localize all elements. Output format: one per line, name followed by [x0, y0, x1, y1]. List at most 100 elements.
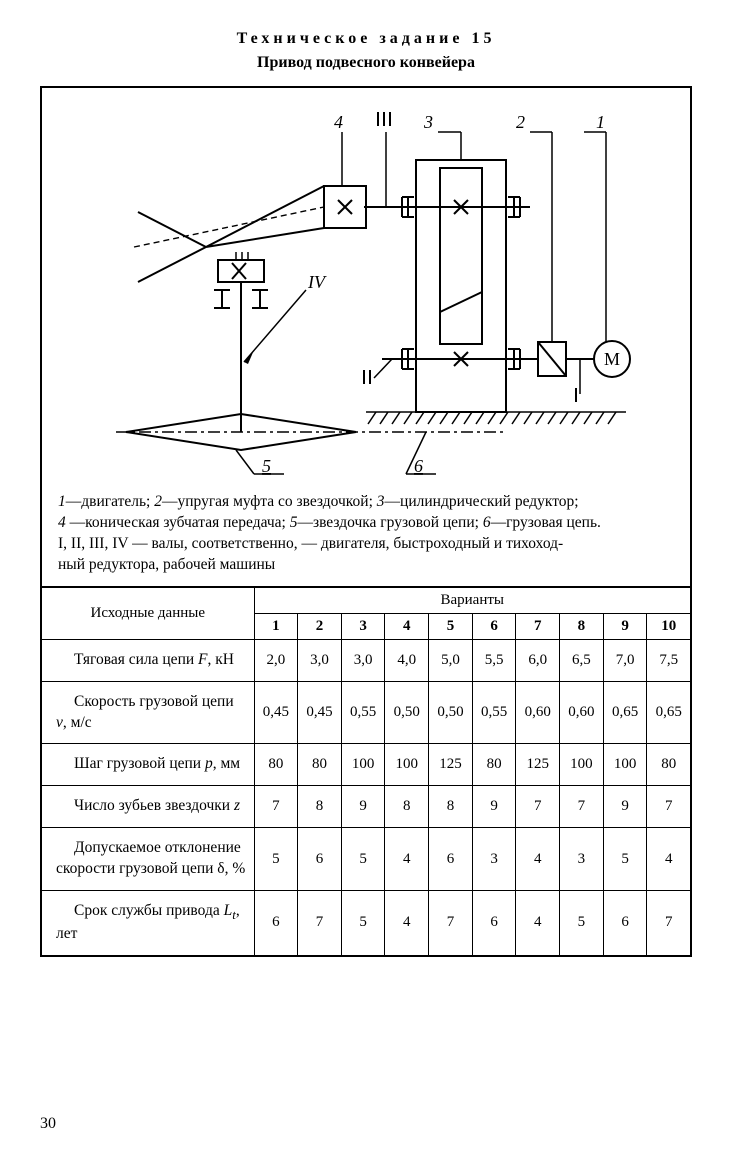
value-cell: 5	[560, 891, 604, 955]
value-cell: 8	[385, 786, 429, 828]
variant-col: 1	[254, 613, 298, 639]
value-cell: 80	[472, 744, 516, 786]
value-cell: 3,0	[341, 639, 385, 681]
value-cell: 3	[472, 828, 516, 891]
value-cell: 5,5	[472, 639, 516, 681]
value-cell: 7	[647, 891, 690, 955]
value-cell: 100	[385, 744, 429, 786]
value-cell: 5,0	[429, 639, 473, 681]
value-cell: 0,65	[603, 681, 647, 744]
svg-text:1: 1	[596, 112, 605, 132]
value-cell: 2,0	[254, 639, 298, 681]
variant-col: 2	[298, 613, 342, 639]
svg-text:4: 4	[334, 112, 343, 132]
variant-col: 3	[341, 613, 385, 639]
row-label: Допускаемое отклоне­ние скорости грузово…	[42, 828, 254, 891]
diagram-section: М 4	[42, 88, 690, 588]
value-cell: 0,50	[429, 681, 473, 744]
row-label: Шаг грузовой цепи p, мм	[42, 744, 254, 786]
value-cell: 4	[516, 891, 560, 955]
value-cell: 7,0	[603, 639, 647, 681]
row-label: Скорость грузовой цепи v, м/с	[42, 681, 254, 744]
variants-title: Варианты	[254, 588, 690, 614]
variant-col: 9	[603, 613, 647, 639]
value-cell: 7	[298, 891, 342, 955]
value-cell: 5	[603, 828, 647, 891]
task-heading: Техническое задание 15	[40, 30, 692, 48]
value-cell: 6	[298, 828, 342, 891]
value-cell: 7,5	[647, 639, 690, 681]
value-cell: 125	[516, 744, 560, 786]
value-cell: 3	[560, 828, 604, 891]
svg-text:2: 2	[516, 112, 525, 132]
svg-text:3: 3	[423, 112, 433, 132]
table-row: Тяговая сила цепи F, кН2,03,03,04,05,05,…	[42, 639, 690, 681]
value-cell: 4	[385, 828, 429, 891]
variant-col: 8	[560, 613, 604, 639]
row-label: Тяговая сила цепи F, кН	[42, 639, 254, 681]
value-cell: 3,0	[298, 639, 342, 681]
row-label: Срок службы привода Lt, лет	[42, 891, 254, 955]
value-cell: 100	[560, 744, 604, 786]
svg-text:М: М	[604, 349, 620, 369]
value-cell: 4,0	[385, 639, 429, 681]
value-cell: 4	[385, 891, 429, 955]
value-cell: 6	[254, 891, 298, 955]
value-cell: 7	[516, 786, 560, 828]
table-row: Скорость грузовой цепи v, м/с0,450,450,5…	[42, 681, 690, 744]
value-cell: 0,45	[254, 681, 298, 744]
value-cell: 80	[298, 744, 342, 786]
kinematic-diagram: М 4	[86, 102, 646, 482]
value-cell: 5	[254, 828, 298, 891]
diagram-caption: 1—двигатель; 2—упругая муфта со звездочк…	[58, 492, 674, 576]
value-cell: 6,5	[560, 639, 604, 681]
svg-text:6: 6	[414, 456, 423, 476]
table-row: Число зубьев звездочки z7898897797	[42, 786, 690, 828]
value-cell: 0,55	[341, 681, 385, 744]
value-cell: 9	[341, 786, 385, 828]
variant-col: 10	[647, 613, 690, 639]
variant-col: 5	[429, 613, 473, 639]
value-cell: 80	[254, 744, 298, 786]
value-cell: 5	[341, 828, 385, 891]
variant-col: 4	[385, 613, 429, 639]
value-cell: 80	[647, 744, 690, 786]
value-cell: 4	[647, 828, 690, 891]
value-cell: 0,60	[516, 681, 560, 744]
variant-col: 6	[472, 613, 516, 639]
value-cell: 8	[298, 786, 342, 828]
svg-text:IV: IV	[307, 272, 327, 292]
value-cell: 0,65	[647, 681, 690, 744]
page-number: 30	[40, 1115, 56, 1133]
value-cell: 6,0	[516, 639, 560, 681]
value-cell: 6	[472, 891, 516, 955]
variant-col: 7	[516, 613, 560, 639]
value-cell: 8	[429, 786, 473, 828]
value-cell: 100	[603, 744, 647, 786]
value-cell: 5	[341, 891, 385, 955]
row-label: Число зубьев звездочки z	[42, 786, 254, 828]
value-cell: 9	[603, 786, 647, 828]
table-row: Срок службы привода Lt, лет6754764567	[42, 891, 690, 955]
value-cell: 0,60	[560, 681, 604, 744]
value-cell: 4	[516, 828, 560, 891]
value-cell: 6	[429, 828, 473, 891]
table-row: Шаг грузовой цепи p, мм80801001001258012…	[42, 744, 690, 786]
value-cell: 9	[472, 786, 516, 828]
value-cell: 7	[429, 891, 473, 955]
value-cell: 7	[647, 786, 690, 828]
table-row: Допускаемое отклоне­ние скорости грузово…	[42, 828, 690, 891]
content-frame: М 4	[40, 86, 692, 957]
variants-table: Исходные данные Варианты 12345678910 Тяг…	[42, 588, 690, 955]
value-cell: 100	[341, 744, 385, 786]
value-cell: 0,50	[385, 681, 429, 744]
svg-text:5: 5	[262, 456, 271, 476]
row-header-title: Исходные данные	[42, 588, 254, 640]
value-cell: 7	[254, 786, 298, 828]
task-subheading: Привод подвесного конвейера	[40, 54, 692, 72]
value-cell: 0,45	[298, 681, 342, 744]
table-body: Тяговая сила цепи F, кН2,03,03,04,05,05,…	[42, 639, 690, 954]
value-cell: 0,55	[472, 681, 516, 744]
value-cell: 125	[429, 744, 473, 786]
value-cell: 6	[603, 891, 647, 955]
